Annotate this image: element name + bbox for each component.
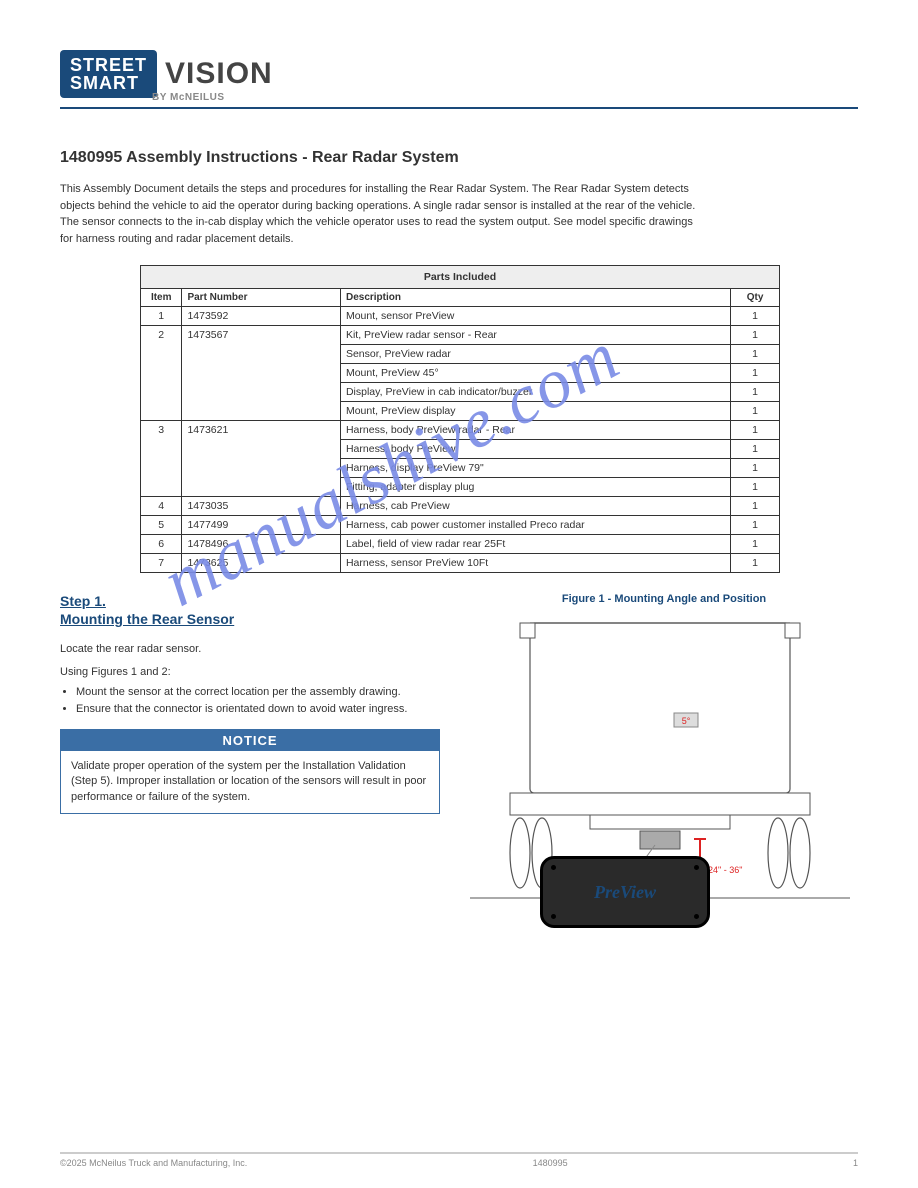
table-title: Parts Included <box>141 266 780 289</box>
logo-box: STREET SMART <box>60 50 157 98</box>
step-title: Mounting the Rear Sensor <box>60 611 450 627</box>
height-label: 24" - 36" <box>708 865 742 875</box>
col-qty: Qty <box>731 289 780 307</box>
step-bullet: Ensure that the connector is orientated … <box>76 701 440 718</box>
step-line2: Using Figures 1 and 2: <box>60 664 440 681</box>
footer-doc-num: 1480995 <box>533 1158 568 1168</box>
table-row: 51477499Harness, cab power customer inst… <box>141 516 780 535</box>
brand-logo: STREET SMART VISION <box>60 50 858 98</box>
logo-line1: STREET <box>70 55 147 75</box>
parts-table: Parts Included Item Part Number Descript… <box>140 265 780 573</box>
notice-heading: NOTICE <box>61 730 439 751</box>
table-row: 2 1473567 Kit, PreView radar sensor - Re… <box>141 326 780 345</box>
logo-line2: SMART <box>70 74 147 92</box>
step-body: Locate the rear radar sensor. Using Figu… <box>60 641 440 717</box>
angle-label: 5° <box>682 716 691 726</box>
col-pn: Part Number <box>182 289 341 307</box>
figure-caption: Figure 1 - Mounting Angle and Position <box>470 593 858 605</box>
logo-vision: VISION <box>165 57 273 91</box>
step-line1: Locate the rear radar sensor. <box>60 641 440 658</box>
table-row: 71473625Harness, sensor PreView 10Ft1 <box>141 554 780 573</box>
step-heading: Step 1. <box>60 593 450 611</box>
sensor-photo: PreView <box>540 856 710 928</box>
table-row: 3 1473621 Harness, body PreView radar - … <box>141 421 780 440</box>
table-row: 41473035Harness, cab PreView1 <box>141 497 780 516</box>
sensor-logo: PreView <box>594 882 656 903</box>
header-rule <box>60 107 858 109</box>
col-item: Item <box>141 289 182 307</box>
logo-byline: BY McNEILUS <box>152 92 858 103</box>
step-label: Step 1. <box>60 593 106 609</box>
step-bullet: Mount the sensor at the correct location… <box>76 684 440 701</box>
document-title: 1480995 Assembly Instructions - Rear Rad… <box>60 149 858 167</box>
footer-copyright: ©2025 McNeilus Truck and Manufacturing, … <box>60 1158 247 1168</box>
notice-box: NOTICE Validate proper operation of the … <box>60 729 440 814</box>
table-row: 61478496Label, field of view radar rear … <box>141 535 780 554</box>
intro-paragraph: This Assembly Document details the steps… <box>60 181 700 247</box>
col-desc: Description <box>340 289 730 307</box>
table-row: 1 1473592 Mount, sensor PreView 1 <box>141 307 780 326</box>
page-footer: ©2025 McNeilus Truck and Manufacturing, … <box>60 1152 858 1168</box>
footer-page-num: 1 <box>853 1158 858 1168</box>
notice-body: Validate proper operation of the system … <box>61 751 439 813</box>
